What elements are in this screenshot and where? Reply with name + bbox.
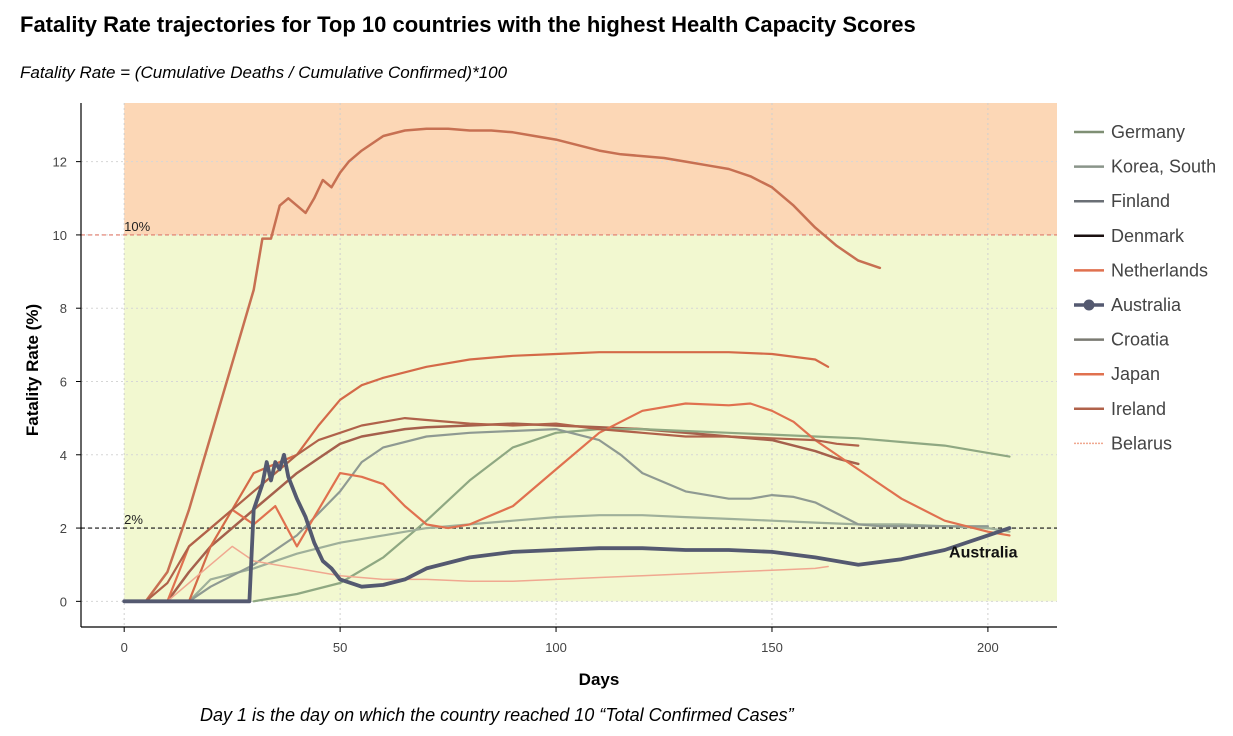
series-line-ireland	[123, 417, 860, 603]
reference-lines: 10% 2%	[81, 219, 1057, 529]
legend-label-0: Germany	[1111, 122, 1185, 142]
legend-label-3: Denmark	[1111, 226, 1185, 246]
series-lines: Australia	[122, 127, 1018, 604]
legend-label-5: Australia	[1111, 295, 1182, 315]
y-tick-label-4: 4	[60, 448, 67, 463]
y-tick-label-12: 12	[53, 155, 67, 170]
legend-label-9: Belarus	[1111, 433, 1172, 453]
series-line-korea-south	[123, 514, 1011, 603]
legend-label-1: Korea, South	[1111, 157, 1216, 177]
fatality-rate-chart: 10% 2% Australia 0 50 100 150 200 0 2 4 6 8 10 12 Day…	[23, 103, 1216, 689]
legend-label-6: Croatia	[1111, 330, 1170, 350]
reference-label-0: 10%	[124, 219, 150, 234]
series-line-belarus	[166, 545, 829, 603]
chart-footnote: Day 1 is the day on which the country re…	[200, 705, 794, 725]
x-tick-label-0: 0	[121, 640, 128, 655]
y-tick-label-0: 0	[60, 594, 67, 609]
x-tick-label-50: 50	[333, 640, 347, 655]
plot-background	[124, 103, 1057, 602]
chart-title: Fatality Rate trajectories for Top 10 co…	[20, 12, 916, 37]
band-1	[124, 234, 1057, 602]
x-tick-label-100: 100	[545, 640, 567, 655]
axes: 0 50 100 150 200 0 2 4 6 8 10 12 Days Fatality Rate (…	[23, 103, 1057, 689]
y-tick-label-8: 8	[60, 301, 67, 316]
chart-subtitle: Fatality Rate = (Cumulative Deaths / Cum…	[20, 63, 508, 82]
gridlines	[81, 103, 1057, 627]
reference-label-1: 2%	[124, 512, 143, 527]
y-tick-label-6: 6	[60, 374, 67, 389]
annotation-australia: Australia	[949, 544, 1018, 561]
x-tick-label-200: 200	[977, 640, 999, 655]
x-axis-title: Days	[579, 670, 620, 689]
legend-label-7: Japan	[1111, 364, 1160, 384]
y-axis-title: Fatality Rate (%)	[23, 304, 42, 436]
y-tick-label-10: 10	[53, 228, 67, 243]
series-line-australia	[122, 452, 1012, 604]
legend-label-4: Netherlands	[1111, 260, 1208, 280]
series-line-germany	[252, 428, 1011, 603]
x-tick-label-150: 150	[761, 640, 783, 655]
series-line-finland	[123, 428, 989, 603]
series-line-unlabeled-0	[122, 127, 882, 603]
band-0	[124, 103, 1057, 235]
series-line-netherlands	[123, 351, 830, 603]
legend-label-8: Ireland	[1111, 399, 1166, 419]
legend-label-2: Finland	[1111, 191, 1170, 211]
legend: Germany Korea, South Finland Denmark Netherl…	[1074, 122, 1216, 453]
legend-marker-australia	[1083, 299, 1095, 311]
y-tick-label-2: 2	[60, 521, 67, 536]
